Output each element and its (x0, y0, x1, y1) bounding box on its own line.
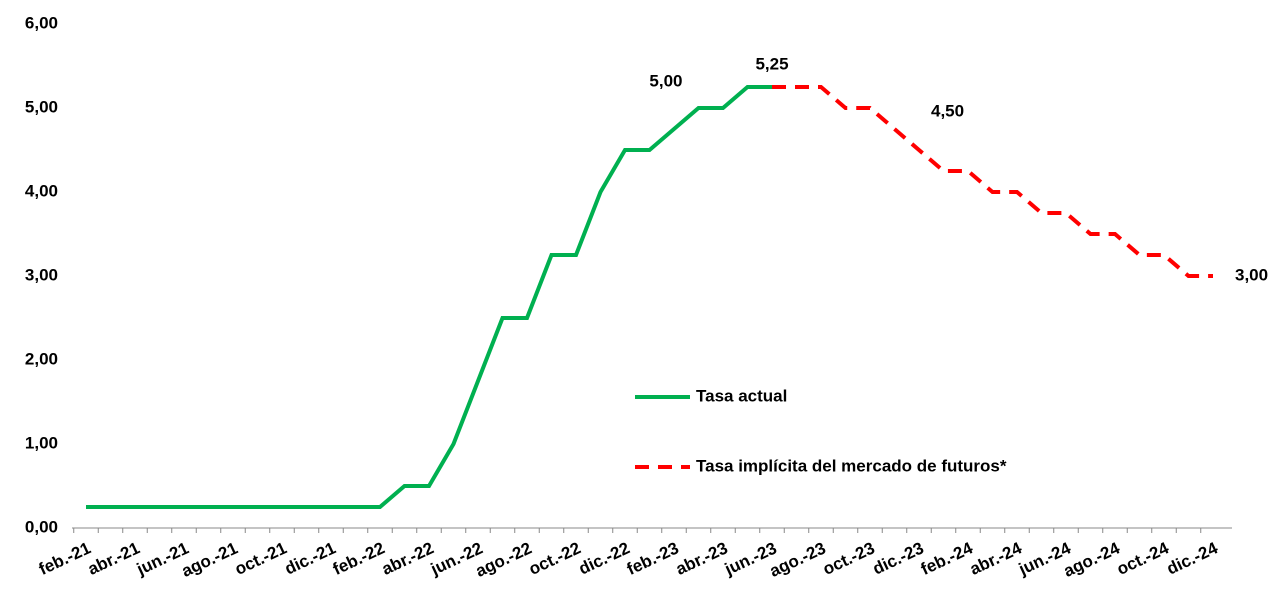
x-tick-label: feb.-22 (330, 538, 388, 578)
data-label: 3,00 (1235, 265, 1268, 284)
series-line (772, 85, 1213, 278)
data-label: 5,00 (649, 71, 682, 90)
legend-label: Tasa implícita del mercado de futuros* (696, 456, 1007, 475)
x-tick-label: oct.-23 (820, 538, 878, 578)
x-tick-label: abr.-22 (379, 538, 437, 578)
data-label: 4,50 (931, 101, 964, 120)
y-tick-label: 2,00 (25, 349, 58, 368)
y-tick-label: 3,00 (25, 265, 58, 284)
x-tick-label: feb.-23 (624, 538, 682, 578)
x-tick-label: oct.-22 (526, 538, 584, 578)
y-tick-label: 0,00 (25, 517, 58, 536)
x-tick-label: abr.-24 (967, 538, 1025, 579)
x-tick-label: oct.-24 (1114, 538, 1172, 579)
x-tick-label: ago.-23 (767, 538, 829, 580)
x-tick-label: abr.-21 (85, 538, 143, 578)
x-tick-label: feb.-24 (918, 538, 976, 579)
x-tick-label: abr.-23 (673, 538, 731, 578)
x-tick-label: dic.-22 (576, 538, 633, 578)
x-tick-label: oct.-21 (232, 538, 290, 578)
legend-label: Tasa actual (696, 386, 787, 405)
y-tick-label: 1,00 (25, 433, 58, 452)
x-tick-label: feb.-21 (36, 538, 94, 578)
x-tick-label: dic.-23 (870, 538, 927, 578)
y-tick-label: 5,00 (25, 97, 58, 116)
x-tick-label: ago.-24 (1061, 538, 1123, 581)
y-tick-label: 6,00 (25, 13, 58, 32)
x-tick-label: dic.-24 (1164, 538, 1221, 578)
x-tick-label: dic.-21 (282, 538, 339, 578)
y-tick-label: 4,00 (25, 181, 58, 200)
series-line (86, 85, 772, 509)
x-tick-label: ago.-21 (179, 538, 241, 580)
data-label: 5,25 (755, 54, 788, 73)
x-tick-label: ago.-22 (473, 538, 535, 580)
